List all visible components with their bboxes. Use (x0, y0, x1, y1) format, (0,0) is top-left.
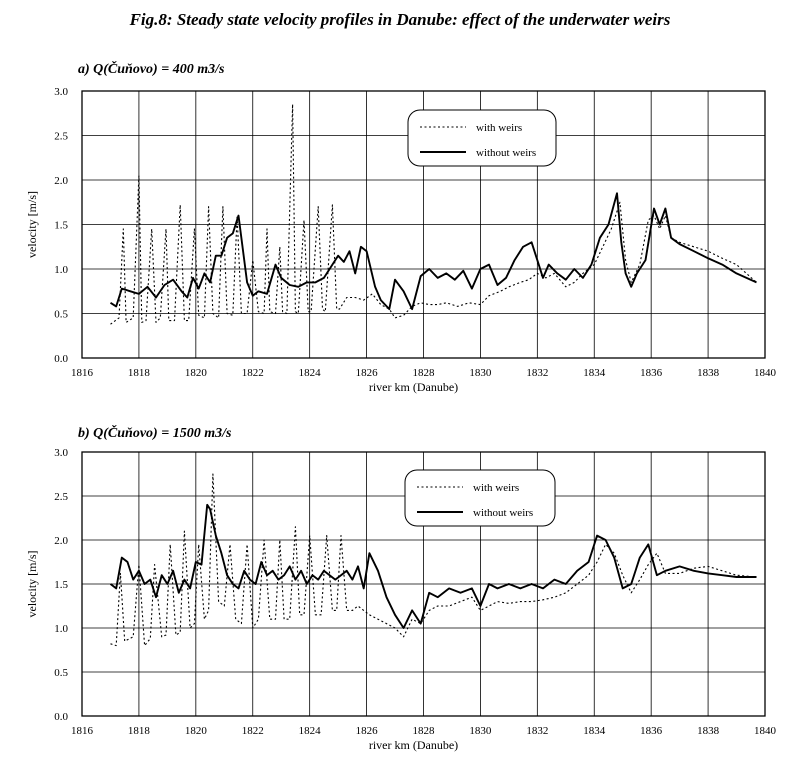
x-axis-label: river km (Danube) (369, 738, 458, 752)
x-tick-label: 1820 (185, 367, 208, 379)
y-tick-label: 1.0 (54, 264, 68, 276)
x-tick-label: 1838 (697, 367, 720, 379)
x-tick-label: 1820 (185, 725, 208, 737)
x-tick-label: 1830 (469, 725, 492, 737)
chart-panel-a: 1816 1818 1820 1822 1824 1826 1828 1830 1832 1834… (25, 86, 777, 394)
x-tick-label: 1838 (697, 725, 720, 737)
x-tick-label: 1834 (583, 725, 606, 737)
x-tick-label: 1824 (299, 367, 322, 379)
y-tick-label: 1.0 (54, 623, 68, 635)
y-tick-label: 0.5 (54, 309, 68, 321)
series-line-without-weirs (109, 192, 757, 311)
x-tick-label: 1822 (242, 367, 264, 379)
y-tick-label: 0.5 (54, 667, 68, 679)
x-tick-label: 1824 (299, 725, 322, 737)
x-tick-label: 1836 (640, 725, 663, 737)
panel-b-title: b) Q(Čuňovo) = 1500 m3/s (78, 426, 232, 441)
panel-a-title: a) Q(Čuňovo) = 400 m3/s (78, 62, 225, 77)
y-tick-label: 2.5 (54, 491, 68, 503)
x-axis-label: river km (Danube) (369, 380, 458, 394)
legend-label: with weirs (476, 122, 522, 134)
y-tick-label: 0.0 (54, 353, 68, 365)
y-tick-label: 1.5 (54, 579, 68, 591)
x-tick-label: 1818 (128, 725, 151, 737)
x-tick-label: 1822 (242, 725, 264, 737)
x-tick-label: 1816 (71, 367, 94, 379)
x-tick-label: 1840 (754, 725, 777, 737)
legend-label: without weirs (476, 147, 536, 159)
x-tick-label: 1832 (526, 367, 548, 379)
x-tick-label: 1828 (413, 725, 436, 737)
legend: with weirs without weirs (404, 469, 556, 527)
x-tick-label: 1830 (469, 367, 492, 379)
x-tick-label: 1832 (526, 725, 548, 737)
series-line-with-weirs (110, 103, 757, 325)
y-tick-label: 1.5 (54, 220, 68, 232)
y-tick-label: 2.0 (54, 175, 68, 187)
x-tick-label: 1836 (640, 367, 663, 379)
x-tick-label: 1828 (413, 367, 436, 379)
legend: with weirs without weirs (407, 109, 557, 167)
y-tick-label: 2.5 (54, 131, 68, 143)
legend-label: without weirs (473, 507, 533, 519)
chart-panel-b: 1816 1818 1820 1822 1824 1826 1828 1830 1832 1834… (25, 447, 777, 752)
legend-label: with weirs (473, 482, 519, 494)
x-tick-label: 1816 (71, 725, 94, 737)
x-tick-label: 1818 (128, 367, 151, 379)
x-tick-label: 1826 (356, 725, 379, 737)
x-tick-label: 1834 (583, 367, 606, 379)
y-tick-label: 3.0 (54, 86, 68, 98)
series-line-with-weirs (110, 473, 757, 647)
series-line-without-weirs (109, 503, 757, 629)
y-tick-label: 3.0 (54, 447, 68, 459)
y-axis-label: velocity [m/s] (25, 551, 39, 618)
x-tick-label: 1840 (754, 367, 777, 379)
y-tick-label: 0.0 (54, 711, 68, 723)
y-axis-label: velocity [m/s] (25, 191, 39, 258)
figure-title: Fig.8: Steady state velocity profiles in… (129, 10, 671, 29)
y-tick-label: 2.0 (54, 535, 68, 547)
x-tick-label: 1826 (356, 367, 379, 379)
